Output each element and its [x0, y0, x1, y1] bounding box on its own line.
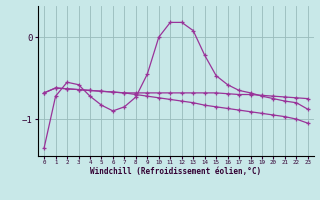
- X-axis label: Windchill (Refroidissement éolien,°C): Windchill (Refroidissement éolien,°C): [91, 167, 261, 176]
